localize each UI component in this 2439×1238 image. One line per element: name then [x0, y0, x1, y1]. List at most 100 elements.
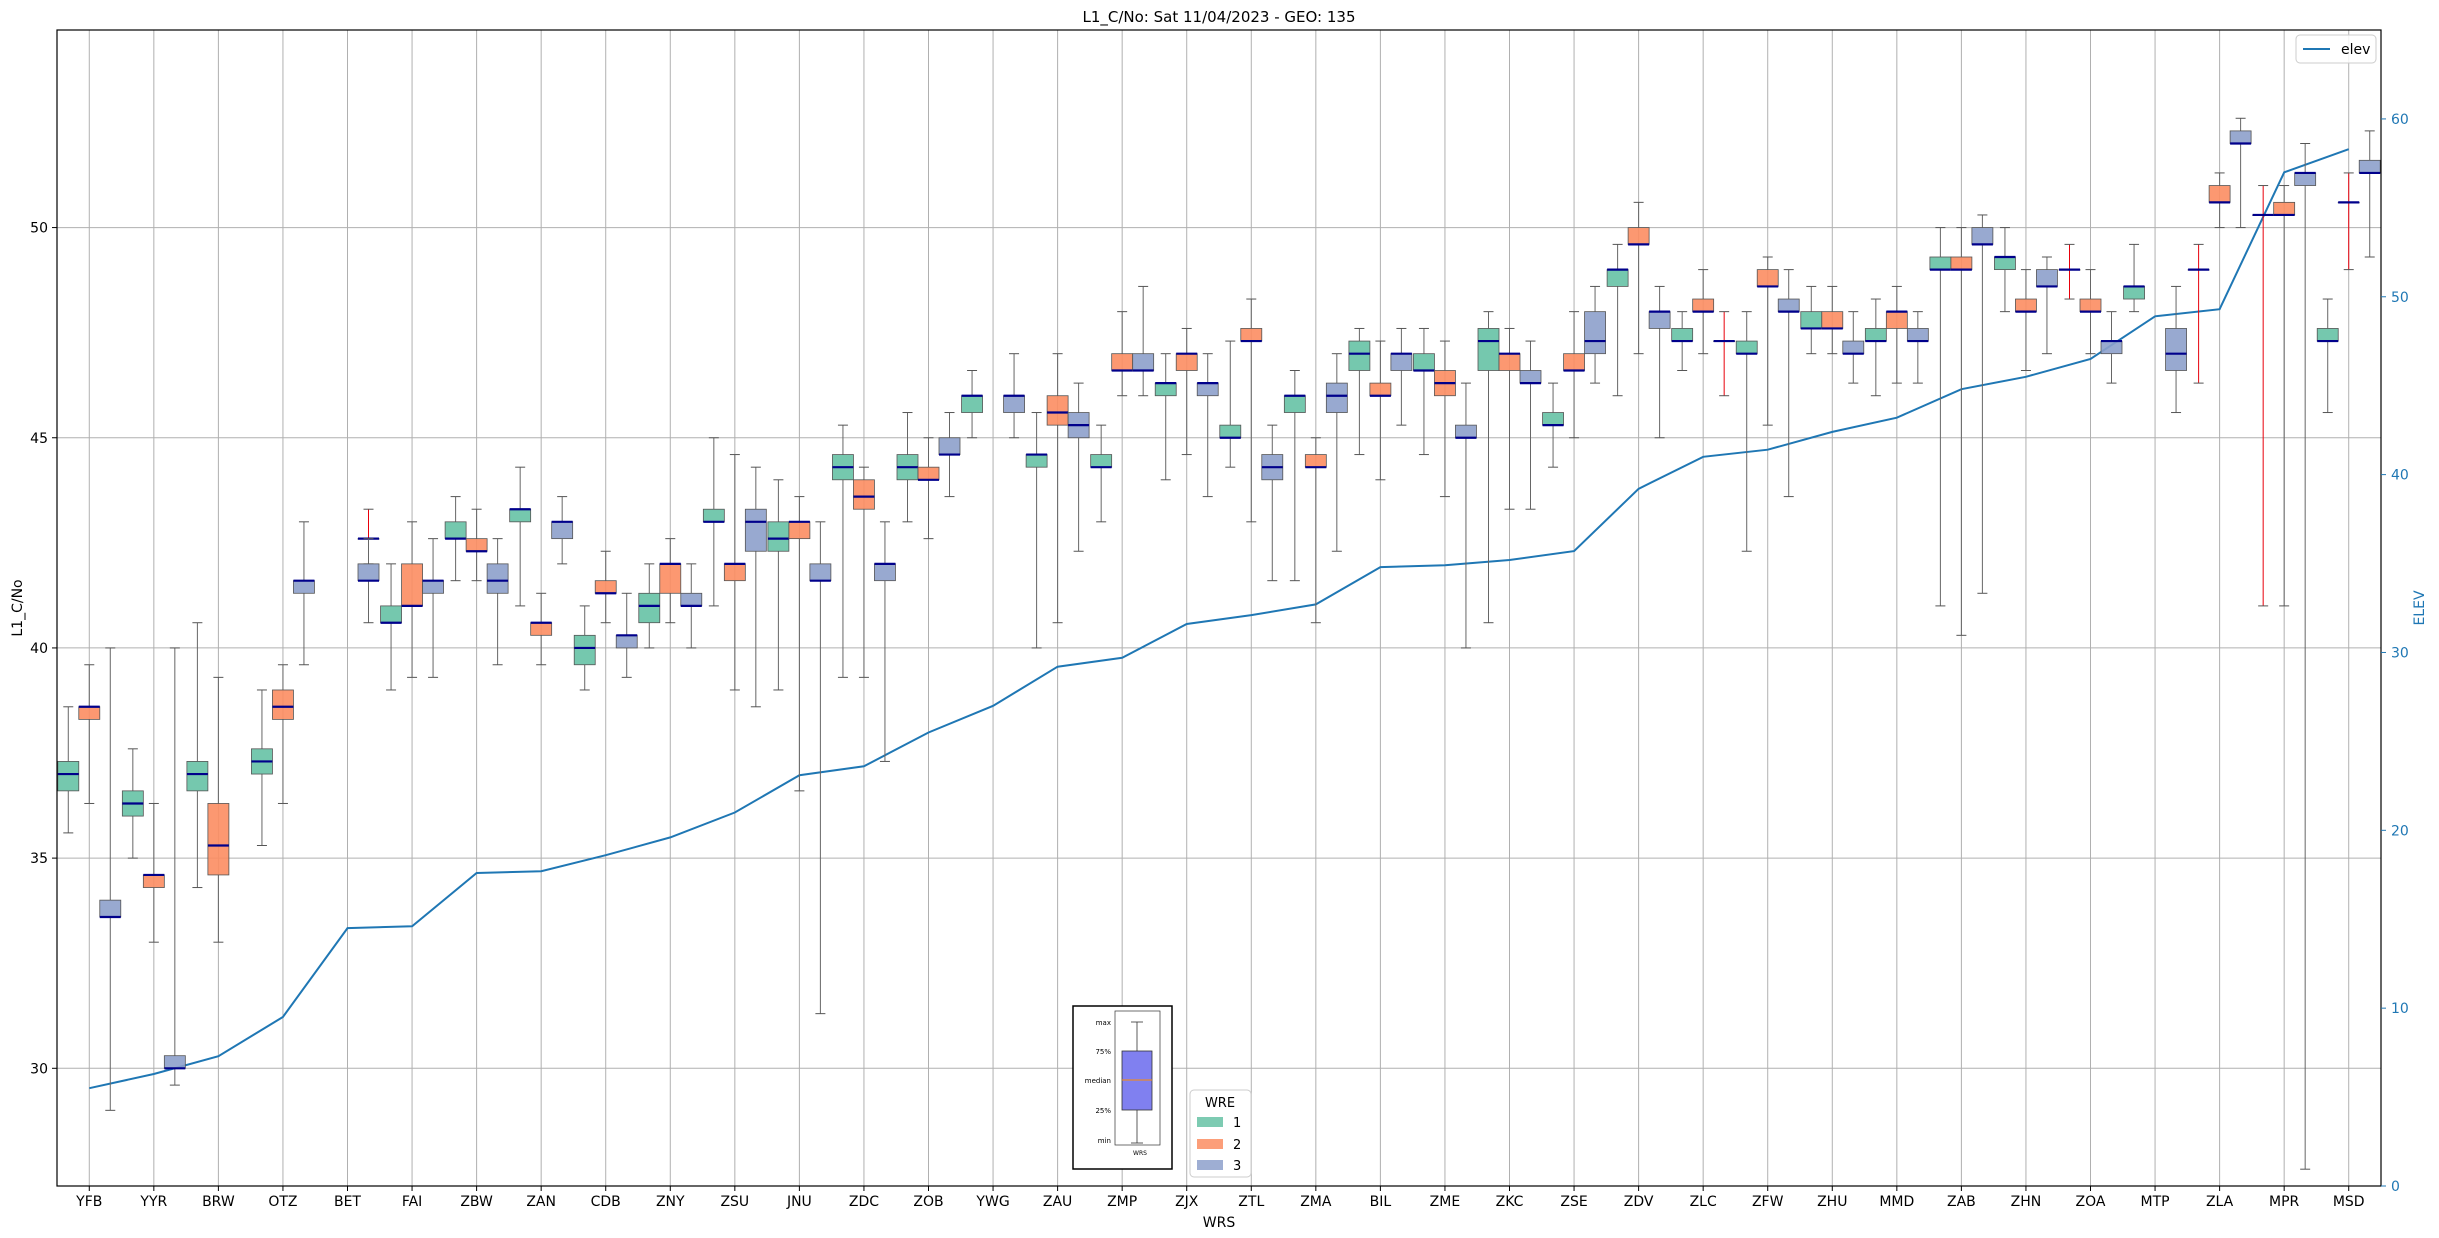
box-ZLC-wre3 [1713, 311, 1736, 397]
iqr-box [1800, 311, 1823, 329]
iqr-box [1003, 395, 1025, 413]
box-ZLA-wre1 [2187, 243, 2210, 384]
x-tick-label: ZDC [849, 1194, 879, 1210]
inset-label-q3: 75% [1095, 1048, 1111, 1056]
iqr-box [1735, 340, 1758, 355]
box-YFB-wre3 [99, 647, 122, 1111]
inset-label-min: min [1098, 1137, 1111, 1145]
iqr-box [1950, 256, 1973, 271]
y2-tick-label: 0 [2391, 1179, 2400, 1195]
legend-label-1: 1 [1233, 1116, 1241, 1131]
box-CDB-wre3 [615, 592, 638, 678]
iqr-box [874, 563, 896, 582]
iqr-box [78, 706, 101, 720]
box-ZDC-wre3 [874, 521, 896, 762]
wre-legend-frame [1189, 1089, 1252, 1178]
box-ZMP-wre3 [1132, 285, 1155, 397]
y2-tick-label: 10 [2391, 1001, 2409, 1017]
iqr-box [1606, 269, 1629, 287]
box-MMD-wre1 [1864, 298, 1887, 397]
iqr-box [530, 622, 553, 636]
iqr-box [1240, 328, 1263, 342]
iqr-box [1046, 395, 1069, 426]
elev-legend-frame [2295, 34, 2377, 64]
x-tick-label: ZAN [526, 1194, 556, 1210]
box-ZDV-wre3 [1648, 285, 1671, 439]
legend-swatch-3 [1197, 1160, 1223, 1170]
iqr-box [1477, 328, 1500, 371]
box-ZSE-wre1 [1542, 382, 1564, 468]
box-ZAU-wre3 [1067, 382, 1090, 552]
x-tick-label: ZFW [1752, 1194, 1784, 1210]
iqr-box [293, 580, 315, 594]
box-ZLA-wre2 [2208, 172, 2231, 229]
x-tick-label: ZHU [1817, 1194, 1847, 1210]
iqr-box [938, 437, 961, 455]
iqr-box [615, 634, 638, 649]
legend-swatch-1 [1197, 1117, 1223, 1127]
x-axis: YFB YYR BRW OTZ BET FAI ZBW ZAN CDB ZNY ZSU JNU ZDC Z… [75, 1186, 2365, 1210]
box-ZSE-wre2 [1563, 311, 1585, 439]
box-ZHN-wre2 [2015, 269, 2037, 371]
box-BIL-wre2 [1369, 340, 1392, 481]
box-YFB-wre1 [57, 706, 80, 834]
box-ZAN-wre1 [509, 466, 532, 607]
iqr-box [186, 761, 209, 792]
box-ZHU-wre3 [1842, 311, 1865, 384]
box-ZNY-wre1 [638, 563, 661, 649]
iqr-box [1090, 454, 1113, 468]
box-ZSU-wre2 [723, 454, 746, 691]
iqr-box [1563, 353, 1585, 371]
box-ZTL-wre1 [1219, 340, 1242, 468]
x-tick-label: BRW [202, 1194, 235, 1210]
box-ZSU-wre3 [744, 466, 767, 708]
box-YWG-wre3 [1003, 353, 1025, 439]
x-tick-label: YWG [975, 1194, 1009, 1210]
box-ZAN-wre3 [551, 496, 574, 565]
x-tick-label: ZNY [656, 1194, 685, 1210]
box-MSD-wre2 [2337, 172, 2360, 271]
iqr-box [1154, 382, 1177, 397]
iqr-box [917, 466, 940, 481]
x-tick-label: ZAU [1043, 1194, 1072, 1210]
iqr-box [207, 803, 230, 876]
box-MPR-wre2 [2273, 185, 2296, 607]
x-tick-label: ZOB [913, 1194, 943, 1210]
x-tick-label: ZTL [1238, 1194, 1264, 1210]
box-ZJX-wre1 [1154, 353, 1177, 481]
iqr-box [809, 563, 832, 582]
x-tick-label: ZSE [1560, 1194, 1587, 1210]
x-tick-label: ZAB [1947, 1194, 1976, 1210]
box-FAI-wre1 [380, 563, 402, 691]
iqr-box [1455, 424, 1477, 439]
x-tick-label: ZLC [1690, 1194, 1717, 1210]
iqr-box [1777, 298, 1800, 313]
box-BIL-wre3 [1390, 327, 1413, 426]
iqr-box [509, 508, 532, 523]
y2-tick-label: 50 [2391, 290, 2409, 306]
box-ZOA-wre2 [2079, 269, 2102, 355]
iqr-box [1175, 353, 1198, 371]
x-tick-label: CDB [591, 1194, 621, 1210]
iqr-box [573, 634, 596, 666]
x-tick-label: ZDV [1624, 1194, 1654, 1210]
x-tick-label: BET [334, 1194, 361, 1210]
box-OTZ-wre3 [293, 521, 315, 666]
iqr-box [767, 521, 790, 552]
box-ZAB-wre3 [1971, 214, 1994, 594]
y-tick-label: 50 [30, 221, 48, 237]
box-FAI-wre2 [401, 521, 423, 678]
box-plots [57, 117, 2381, 1170]
iqr-box [2165, 328, 2187, 371]
box-MTP-wre1 [2123, 243, 2145, 313]
box-ZKC-wre3 [1519, 340, 1542, 510]
iqr-box [1519, 370, 1542, 384]
legend-swatch-2 [1197, 1139, 1223, 1149]
box-ZLA-wre3 [2229, 117, 2252, 229]
x-axis-label: WRS [1203, 1215, 1236, 1231]
y-axis-label: L1_C/No [10, 579, 26, 636]
elev-legend: elev [2295, 34, 2377, 64]
y-tick-label: 40 [30, 641, 48, 657]
iqr-box [594, 580, 617, 594]
legend-label-3: 3 [1233, 1159, 1241, 1174]
